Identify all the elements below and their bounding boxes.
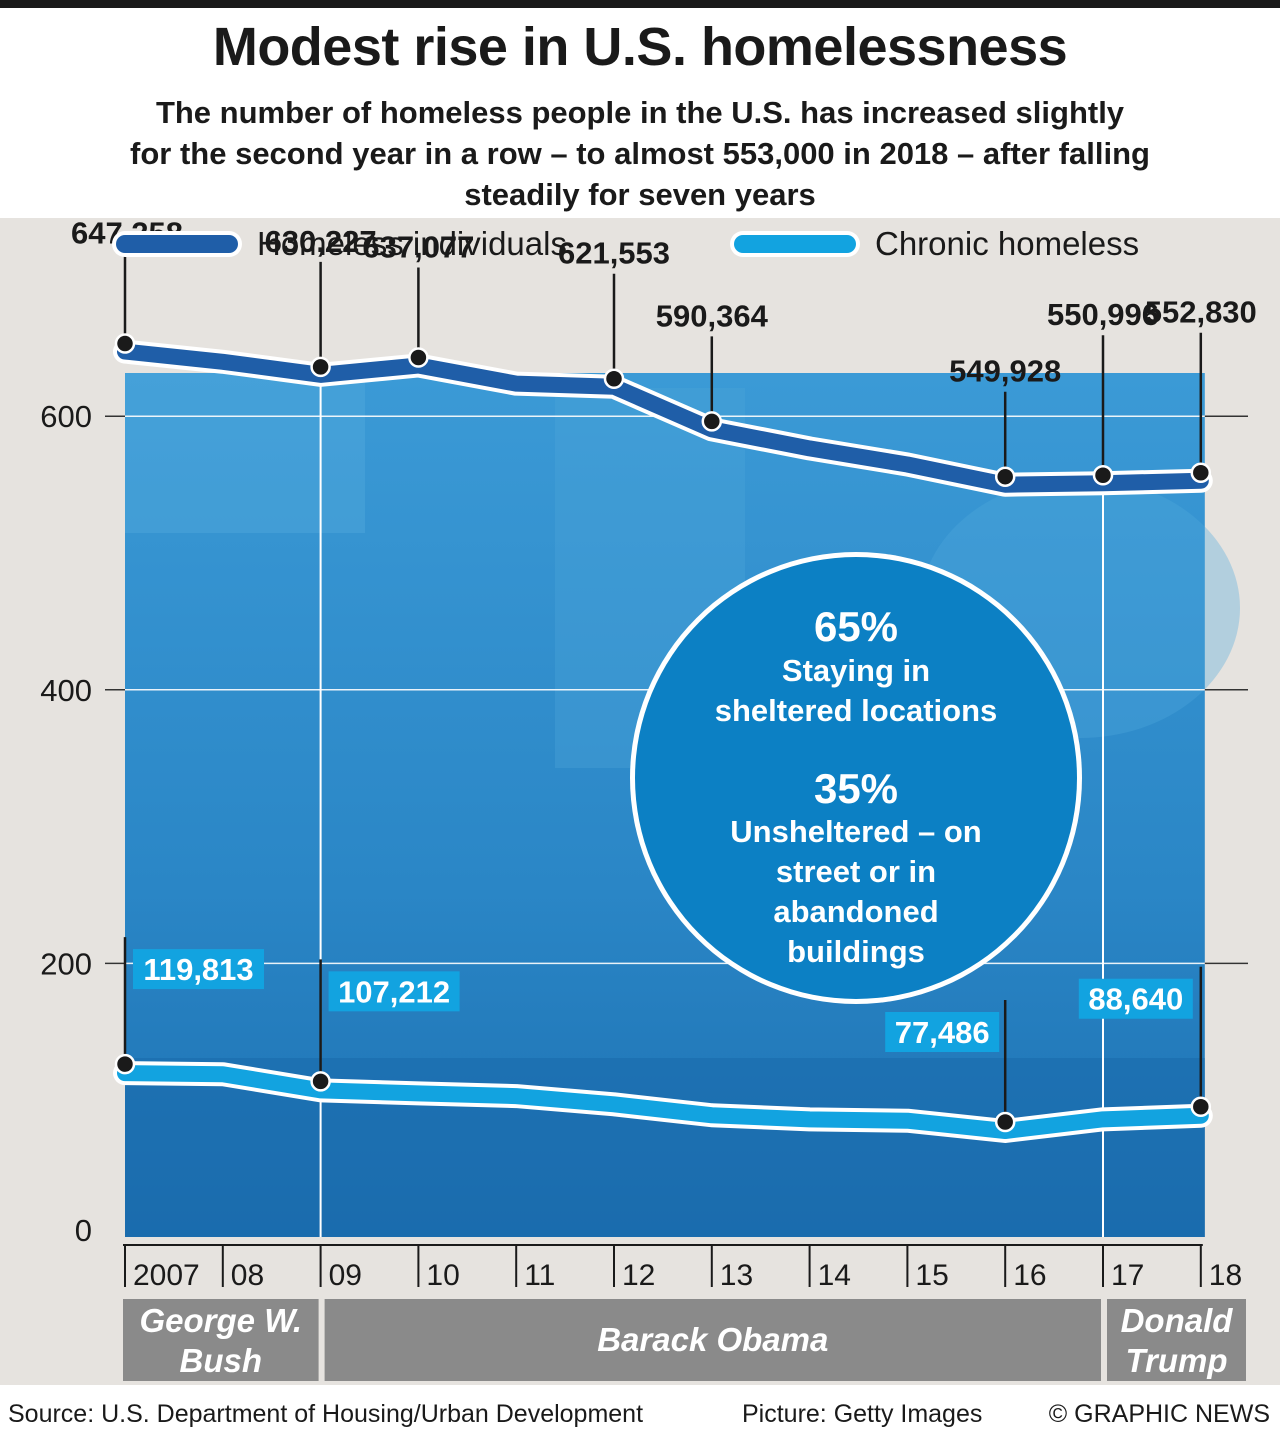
x-tick-label: 08: [231, 1259, 264, 1292]
data-point: [310, 356, 331, 378]
y-tick-label: 200: [40, 946, 92, 981]
value-label: 621,553: [558, 236, 670, 271]
x-tick-label: 2007: [133, 1259, 200, 1292]
unsheltered-text: street or in: [776, 854, 936, 889]
value-label: 552,830: [1145, 295, 1257, 330]
value-label-box: [885, 1011, 1000, 1052]
x-tick-label: 12: [622, 1259, 655, 1292]
unsheltered-text: Unsheltered – on: [730, 814, 982, 849]
sheltered-percent: 65%: [814, 603, 898, 650]
y-tick-label: 600: [40, 399, 92, 434]
x-tick-label: 15: [915, 1259, 948, 1292]
president-bar: [1107, 1299, 1246, 1381]
data-point: [994, 1111, 1016, 1133]
legend-swatch: [116, 235, 238, 253]
x-tick-label: 10: [426, 1259, 459, 1292]
chart-title: Modest rise in U.S. homelessness: [212, 17, 1068, 77]
value-label: 630,227: [265, 224, 377, 259]
series-line: [117, 1065, 1209, 1139]
x-tick-label: 11: [524, 1259, 555, 1292]
photo-wall-shape: [125, 373, 365, 533]
data-point: [310, 1071, 331, 1092]
president-name: Barack Obama: [597, 1321, 828, 1358]
x-tick-label: 18: [1209, 1259, 1242, 1292]
data-point: [603, 368, 625, 389]
value-label: 107,212: [338, 974, 450, 1009]
president-bar: [324, 1299, 1102, 1381]
value-label: 77,486: [895, 1015, 990, 1050]
series-line: [117, 343, 1209, 493]
legend-swatch: [734, 235, 856, 253]
footer: Source: U.S. Department of Housing/Urban…: [0, 1392, 1280, 1444]
y-tick-label: 0: [75, 1213, 92, 1248]
value-label: 119,813: [143, 952, 253, 987]
data-point: [114, 1053, 136, 1075]
sheltered-text: Staying in: [782, 653, 930, 688]
data-point: [1190, 462, 1212, 483]
unsheltered-text: buildings: [787, 934, 925, 969]
legend-label: Homeless individuals: [257, 225, 567, 262]
data-point: [1190, 1096, 1212, 1117]
copyright-credit: © GRAPHIC NEWS: [1048, 1400, 1270, 1428]
picture-credit: Picture: Getty Images: [742, 1400, 983, 1428]
president-name: George W.: [140, 1302, 303, 1339]
unsheltered-text: abandoned: [773, 894, 938, 929]
value-label-box: [1078, 978, 1193, 1019]
source-credit: Source: U.S. Department of Housing/Urban…: [8, 1400, 644, 1428]
value-label: 549,928: [949, 354, 1061, 389]
y-tick-label: 400: [40, 673, 92, 708]
value-label-box: [328, 971, 460, 1012]
legend-label: Chronic homeless: [875, 225, 1139, 262]
data-point: [994, 466, 1016, 487]
data-point: [1092, 464, 1114, 486]
data-point: [408, 347, 429, 368]
callout-circle: [635, 557, 1077, 999]
president-name: Bush: [180, 1342, 263, 1379]
value-label: 88,640: [1088, 982, 1183, 1017]
x-tick-label: 09: [329, 1259, 362, 1292]
value-label: 590,364: [656, 298, 769, 333]
value-label: 550,996: [1047, 297, 1159, 332]
x-tick-label: 16: [1013, 1259, 1046, 1292]
value-label-box: [133, 949, 264, 990]
president-name: Donald: [1121, 1302, 1234, 1339]
subtitle-line: The number of homeless people in the U.S…: [155, 95, 1125, 130]
subtitle-line: for the second year in a row – to almost…: [130, 136, 1150, 171]
value-label: 637,077: [362, 229, 474, 264]
unsheltered-percent: 35%: [814, 765, 898, 812]
president-bar: [123, 1299, 319, 1381]
data-point: [701, 411, 723, 432]
chart-subtitle: The number of homeless people in the U.S…: [40, 92, 1240, 215]
data-point: [114, 333, 136, 354]
president-name: Trump: [1125, 1342, 1227, 1379]
x-tick-label: 17: [1111, 1259, 1144, 1292]
sheltered-text: sheltered locations: [715, 693, 998, 728]
top-rule: [0, 0, 1280, 8]
x-tick-label: 14: [818, 1259, 851, 1292]
subtitle-line: steadily for seven years: [464, 177, 816, 212]
x-tick-label: 13: [720, 1259, 753, 1292]
